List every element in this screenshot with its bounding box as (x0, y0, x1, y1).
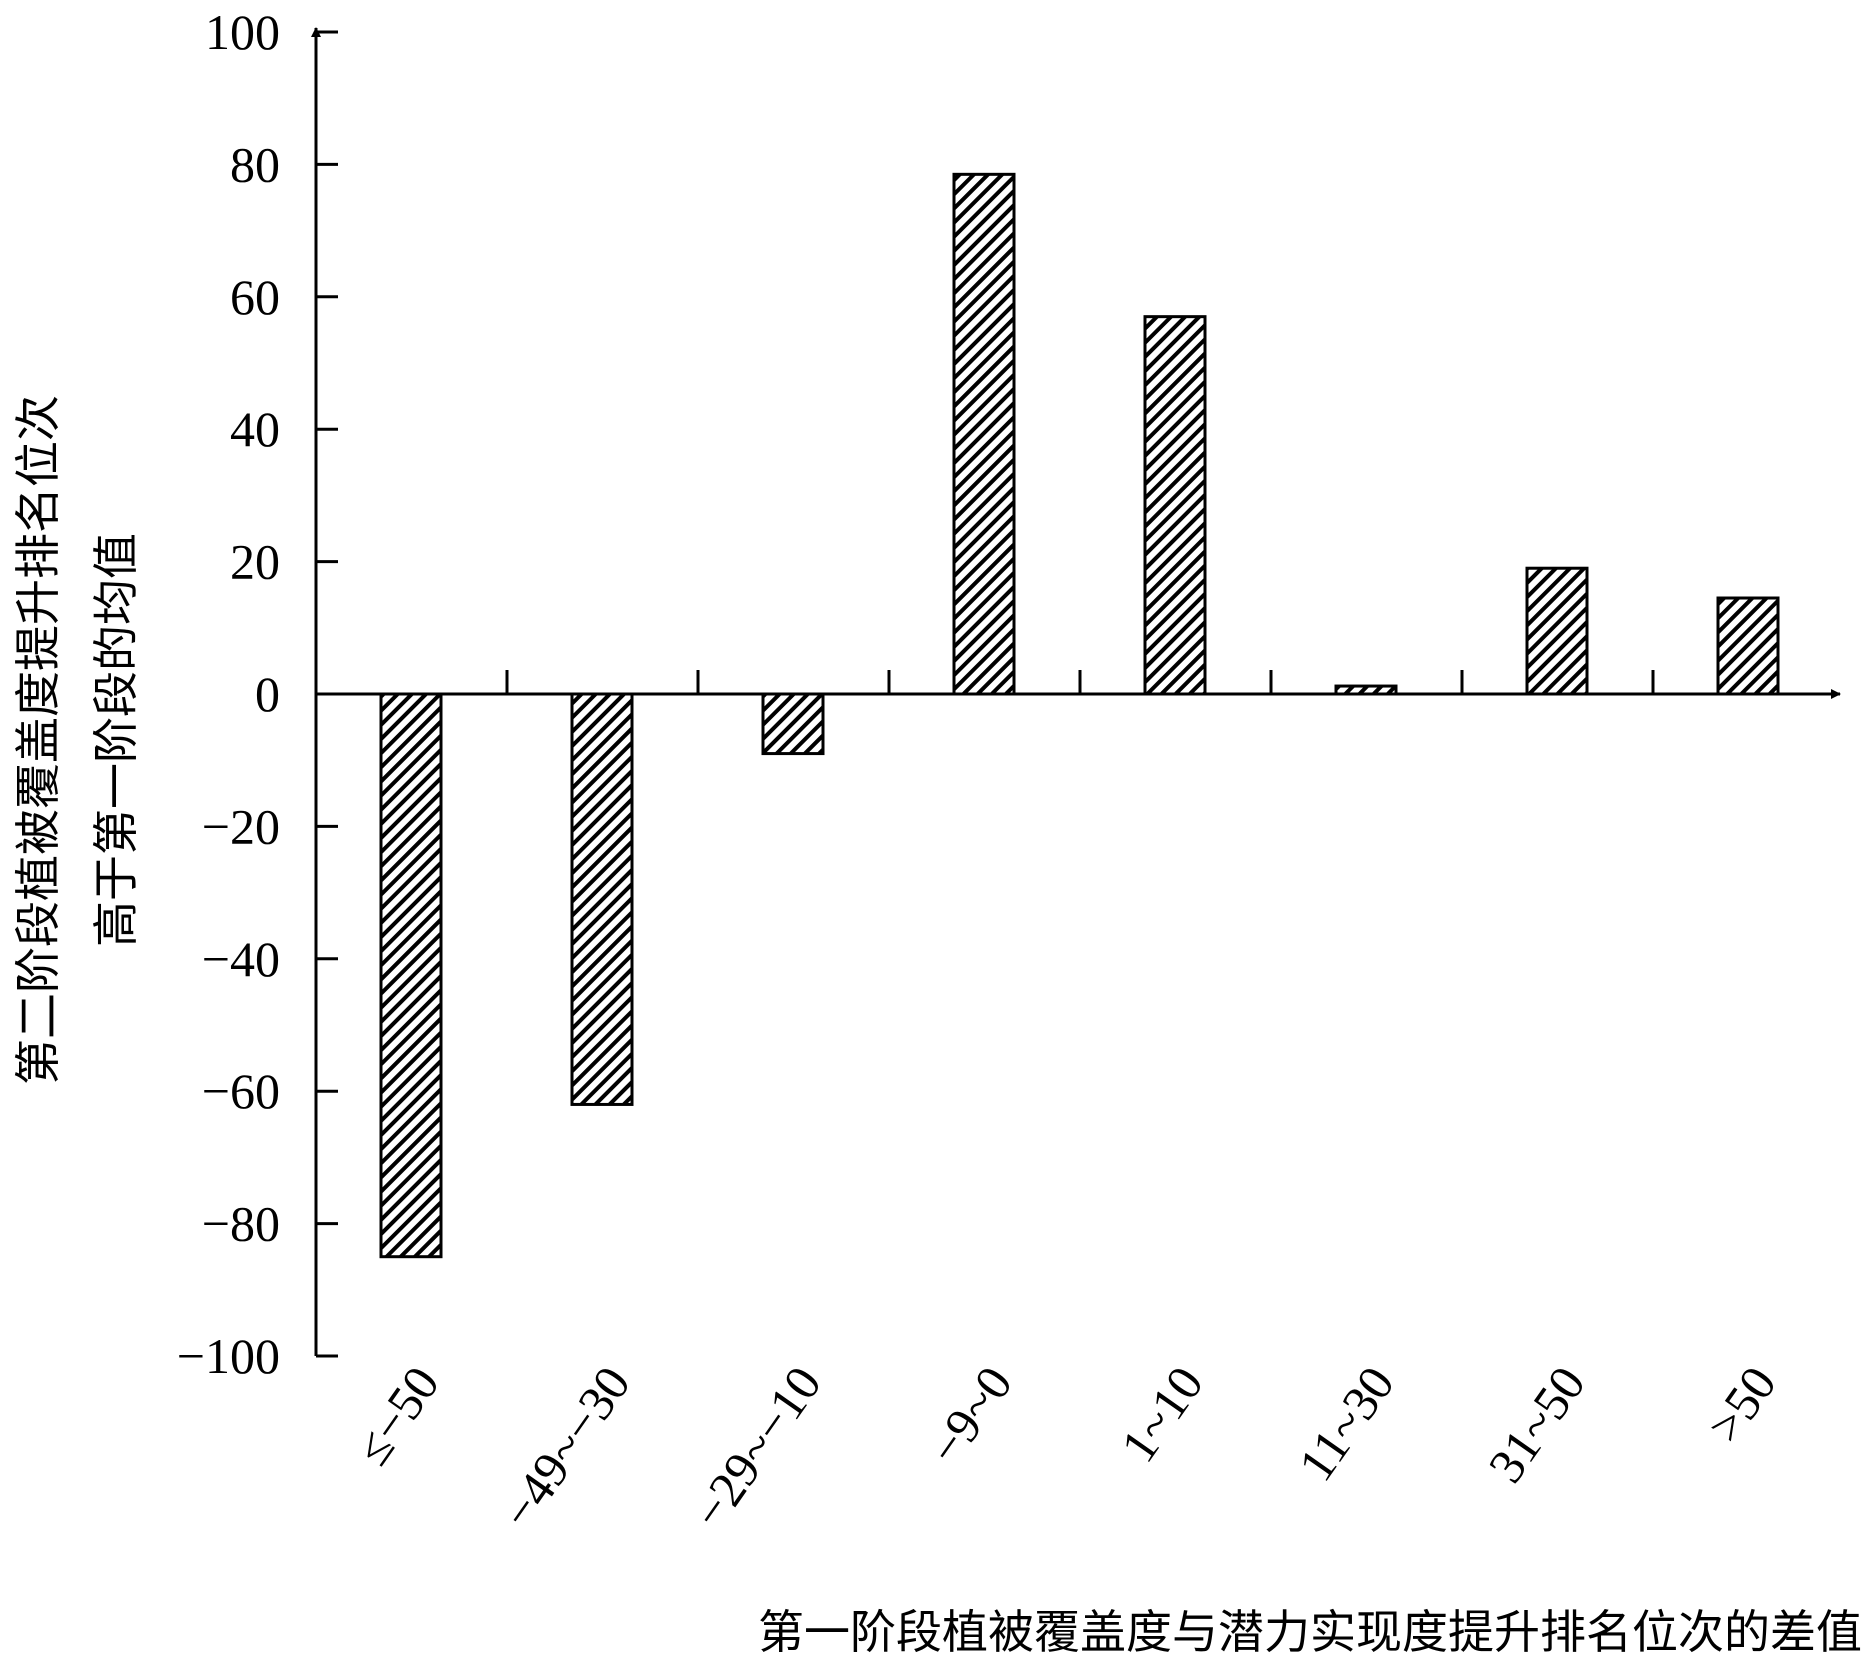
bar-8 (1716, 596, 1780, 696)
bar-7 (1525, 566, 1589, 696)
y-axis-title-line-2: 高于第一阶段的均值 (89, 533, 143, 947)
bar-2 (570, 692, 634, 1106)
x-category-label: −9~0 (917, 1356, 1023, 1474)
bars-group (379, 172, 1780, 1259)
y-tick-label: 0 (255, 666, 280, 722)
x-category-label: −49~−30 (490, 1356, 641, 1538)
y-tick-label: 80 (230, 136, 280, 192)
bar-4 (952, 172, 1016, 696)
x-category-label: ≤−50 (344, 1356, 450, 1475)
x-category-label: >50 (1696, 1356, 1787, 1452)
y-tick-label: −40 (202, 931, 280, 987)
x-category-label: 1~10 (1110, 1356, 1214, 1472)
y-tick-label: 20 (230, 534, 280, 590)
y-tick-label: 40 (230, 401, 280, 457)
x-category-label: 11~30 (1287, 1356, 1405, 1491)
axes-group (311, 27, 1841, 1358)
x-axis-title: 第一阶段植被覆盖度与潜力实现度提升排名位次的差值 (758, 1605, 1862, 1659)
y-tick-label: −80 (202, 1196, 280, 1252)
y-tick-label: −60 (202, 1063, 280, 1119)
bar-3 (761, 692, 825, 756)
y-tick-label: 60 (230, 269, 280, 325)
x-category-label: −29~−10 (681, 1356, 832, 1538)
y-tick-label: −100 (177, 1328, 280, 1384)
y-tick-label: −20 (202, 798, 280, 854)
y-axis-title-line-1: 第二阶段植被覆盖度提升排名位次 (11, 395, 65, 1085)
bar-5 (1143, 315, 1207, 696)
bar-1 (379, 692, 443, 1259)
y-tick-label: 100 (205, 4, 280, 60)
x-category-label: 31~50 (1477, 1356, 1596, 1492)
